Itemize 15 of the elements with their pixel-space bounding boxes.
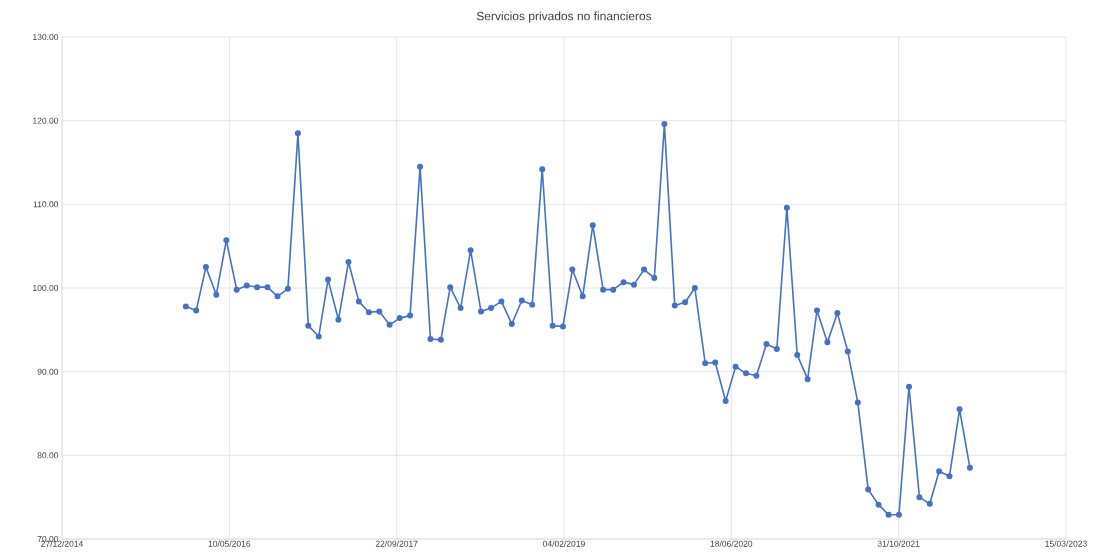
x-tick-label: 22/09/2017 <box>375 540 418 547</box>
chart-title: Servicios privados no financieros <box>476 11 652 23</box>
x-tick-label: 18/06/2020 <box>710 540 753 547</box>
x-tick-label: 31/10/2021 <box>877 540 920 547</box>
y-tick-label: 120.00 <box>33 117 59 124</box>
y-tick-label: 130.00 <box>33 33 59 40</box>
y-tick-label: 100.00 <box>33 284 59 291</box>
x-tick-label: 04/02/2019 <box>543 540 585 547</box>
y-tick-label: 70.00 <box>37 535 59 542</box>
y-tick-label: 110.00 <box>33 201 59 208</box>
x-tick-label: 15/03/2023 <box>1045 540 1087 547</box>
y-tick-label: 80.00 <box>37 452 59 459</box>
y-tick-label: 90.00 <box>37 368 59 375</box>
x-tick-label: 27/12/2014 <box>41 540 84 547</box>
x-tick-label: 10/05/2016 <box>208 540 251 547</box>
